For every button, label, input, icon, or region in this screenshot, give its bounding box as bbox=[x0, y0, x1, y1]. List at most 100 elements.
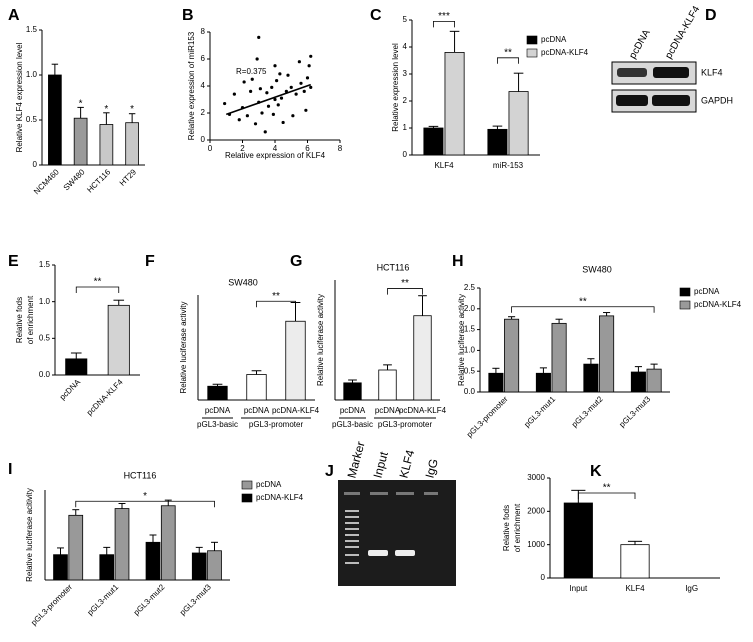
panel-letter: H bbox=[452, 253, 464, 270]
significance: *** bbox=[438, 11, 450, 22]
bar bbox=[48, 74, 62, 166]
bracket bbox=[511, 306, 655, 313]
y-axis-label: Relative expression level bbox=[391, 43, 400, 132]
point bbox=[242, 80, 246, 84]
x-tick-label: 8 bbox=[338, 144, 343, 153]
x-tick-label: SW480 bbox=[62, 167, 87, 192]
bracket bbox=[387, 288, 423, 295]
panel-letter: E bbox=[8, 253, 19, 270]
y-tick-label: 1.5 bbox=[26, 25, 38, 34]
bracket bbox=[256, 300, 296, 308]
bar bbox=[73, 117, 88, 166]
panel-letter: A bbox=[8, 7, 20, 24]
point bbox=[294, 92, 298, 96]
panel-letter: K bbox=[590, 463, 602, 480]
lane-label: KLF4 bbox=[396, 448, 417, 480]
bar bbox=[246, 374, 267, 401]
panel-letter: F bbox=[145, 253, 155, 270]
y-tick-label: 1.5 bbox=[39, 260, 51, 269]
point bbox=[255, 57, 259, 61]
point bbox=[273, 64, 277, 68]
bar bbox=[646, 368, 662, 393]
point bbox=[223, 101, 227, 106]
panel-letter: J bbox=[325, 463, 334, 480]
point bbox=[291, 114, 295, 118]
bar bbox=[378, 369, 397, 401]
point bbox=[271, 112, 275, 116]
lane-label: pcDNA bbox=[627, 28, 653, 61]
y-tick-label: 2 bbox=[201, 108, 206, 117]
lane-label: pcDNA-KLF4 bbox=[663, 4, 702, 61]
gel-band bbox=[368, 550, 388, 556]
y-tick-label: 0 bbox=[541, 573, 546, 582]
y-axis-label: Relative luciferase activity bbox=[316, 294, 325, 386]
bar bbox=[207, 550, 222, 581]
bar bbox=[599, 315, 615, 393]
y-axis-label: Relative luciferase acitivity bbox=[25, 488, 34, 582]
bar bbox=[583, 363, 599, 393]
bar bbox=[444, 52, 465, 156]
group-label: pGL3-basic bbox=[197, 420, 238, 429]
legend-label: pcDNA bbox=[256, 480, 282, 489]
blot-band bbox=[616, 95, 648, 106]
x-tick-label: Input bbox=[569, 584, 588, 593]
y-tick-label: 3 bbox=[403, 69, 408, 78]
point bbox=[266, 104, 271, 108]
bracket bbox=[75, 286, 120, 293]
bar bbox=[285, 320, 306, 401]
legend-swatch bbox=[679, 300, 691, 310]
significance: * bbox=[104, 104, 108, 115]
point bbox=[289, 85, 293, 89]
x-tick-label: pGL3-mut2 bbox=[132, 582, 167, 617]
x-axis-label: Relative expression of KLF4 bbox=[225, 151, 326, 160]
bar bbox=[535, 372, 551, 393]
bar bbox=[563, 502, 593, 579]
y-tick-label: 1.0 bbox=[464, 346, 476, 355]
y-tick-label: 1000 bbox=[527, 540, 545, 549]
point bbox=[250, 77, 254, 81]
bracket bbox=[497, 57, 519, 64]
bar bbox=[413, 315, 432, 401]
point bbox=[273, 97, 277, 102]
bar bbox=[107, 304, 130, 376]
y-axis-label: of enrichment bbox=[513, 503, 522, 552]
legend-swatch bbox=[526, 35, 538, 45]
x-tick-label: pcDNA-KLF4 bbox=[85, 377, 125, 417]
x-tick-label: 2 bbox=[240, 144, 245, 153]
x-tick-label: 0 bbox=[208, 144, 213, 153]
x-tick-label: 4 bbox=[273, 144, 278, 153]
band-label: GAPDH bbox=[701, 95, 733, 105]
gel-band bbox=[395, 550, 415, 556]
blot-band bbox=[653, 67, 689, 78]
bar bbox=[488, 372, 504, 393]
gel-image bbox=[338, 480, 456, 586]
y-axis-label: Relative fods bbox=[15, 297, 24, 343]
panel-letter: B bbox=[182, 7, 194, 24]
y-tick-label: 0 bbox=[33, 160, 38, 169]
blot-band bbox=[617, 68, 647, 77]
x-tick-label: pcDNA bbox=[58, 377, 83, 402]
group-label: pGL3-basic bbox=[332, 420, 373, 429]
bar bbox=[191, 552, 207, 581]
y-axis-label: Relative fods bbox=[502, 505, 511, 551]
chart-title: HCT116 bbox=[377, 262, 410, 272]
group-label: pGL3-promoter bbox=[378, 420, 433, 429]
band-label: KLF4 bbox=[701, 67, 723, 77]
trendline bbox=[225, 83, 312, 116]
significance: ** bbox=[272, 291, 280, 302]
x-tick-label: pcDNA-KLF4 bbox=[272, 406, 320, 415]
gel-wells bbox=[344, 492, 438, 495]
point bbox=[309, 85, 313, 89]
bracket bbox=[577, 492, 636, 499]
point bbox=[270, 85, 274, 89]
legend-swatch bbox=[241, 480, 253, 490]
y-tick-label: 0 bbox=[201, 135, 206, 144]
point bbox=[249, 89, 253, 93]
point bbox=[278, 72, 282, 76]
panel-letter: G bbox=[290, 253, 302, 270]
y-axis-label: Relative luciferase activity bbox=[179, 301, 188, 393]
lane-label: Marker bbox=[344, 440, 367, 480]
legend-label: pcDNA-KLF4 bbox=[694, 300, 742, 309]
y-tick-label: 2.0 bbox=[464, 304, 476, 313]
